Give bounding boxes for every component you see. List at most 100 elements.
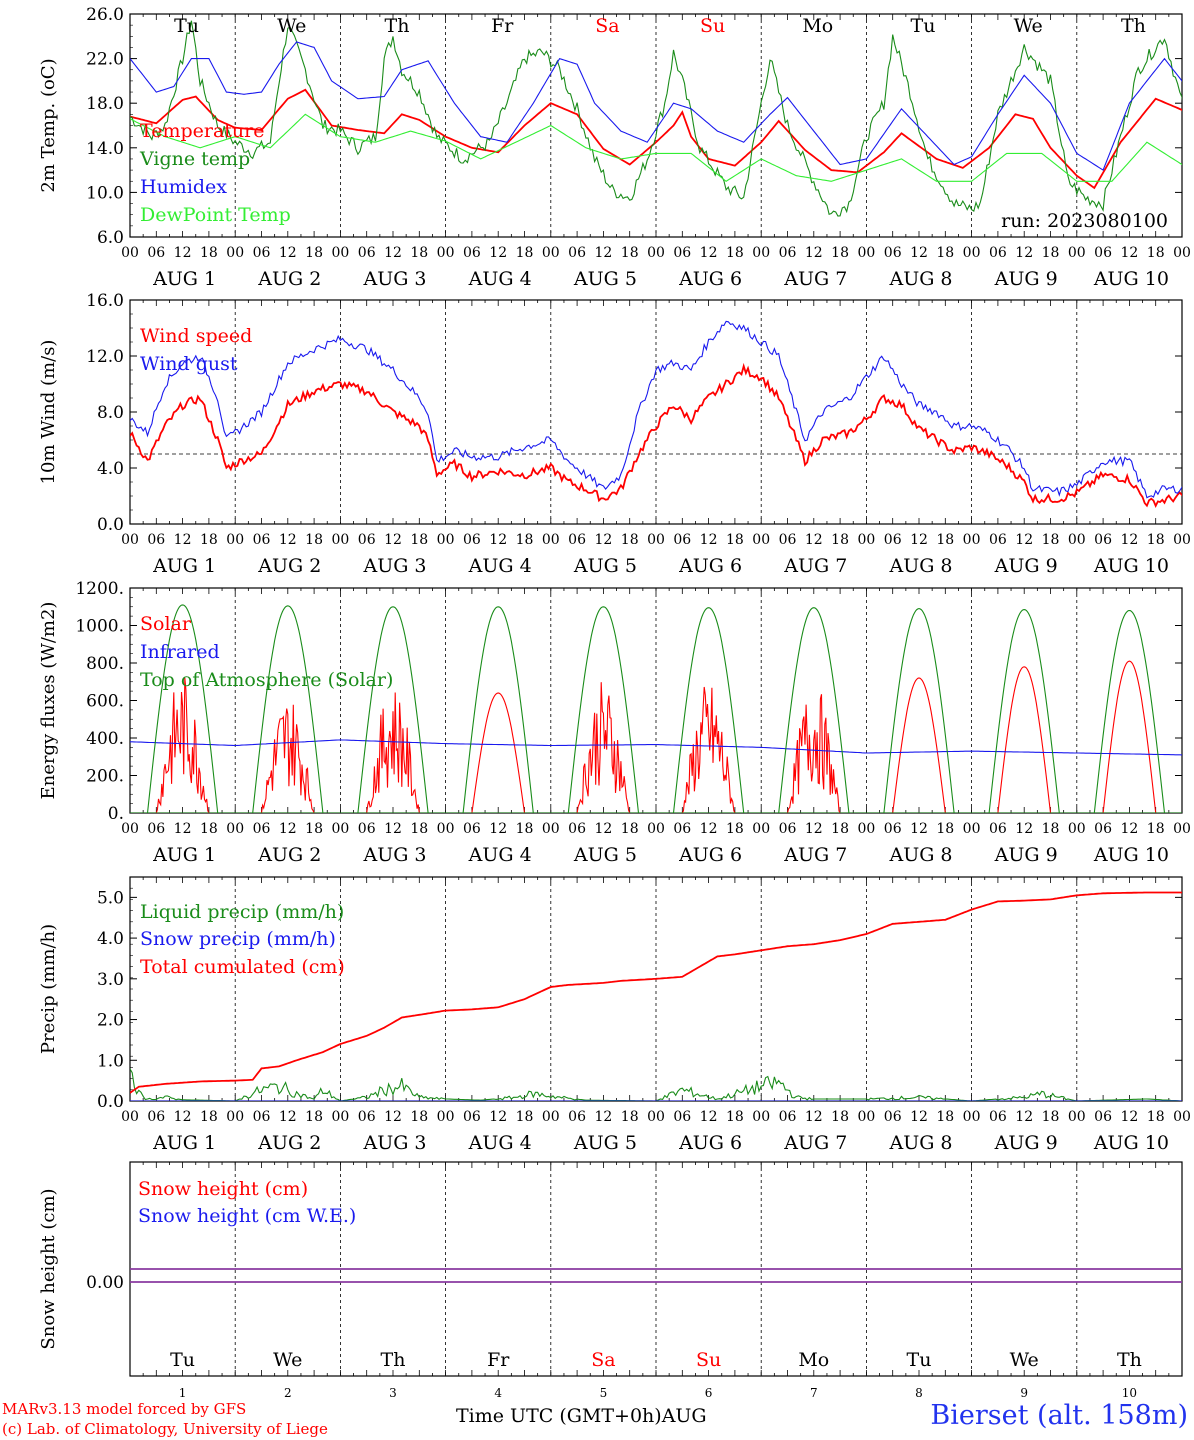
- hour-tick-label: 12: [594, 532, 612, 548]
- hour-tick-label: 12: [489, 821, 507, 837]
- hour-tick-label: 18: [1042, 245, 1060, 261]
- hour-tick-label: 00: [1068, 821, 1086, 837]
- hour-tick-label: 12: [594, 245, 612, 261]
- hour-tick-label: 18: [621, 245, 639, 261]
- y-tick-label: 200.: [86, 767, 124, 787]
- weekday-label: Fr: [491, 15, 514, 37]
- hour-tick-label: 00: [1068, 245, 1086, 261]
- series-line-2: [130, 320, 1182, 499]
- hour-tick-label: 12: [489, 532, 507, 548]
- y-tick-label: 0.0: [97, 1092, 124, 1112]
- hour-tick-label: 00: [647, 1109, 665, 1125]
- station-label: Bierset (alt. 158m): [930, 1400, 1188, 1431]
- hour-tick-label: 06: [989, 245, 1007, 261]
- weekday-label: Tu: [911, 15, 936, 37]
- date-label: AUG 9: [994, 268, 1058, 290]
- hour-tick-label: 06: [673, 532, 691, 548]
- legend-2: Snow height (cm W.E.): [138, 1205, 356, 1227]
- date-label: AUG 4: [468, 268, 532, 290]
- series-line-1: [130, 1068, 1182, 1101]
- hour-tick-label: 18: [831, 1109, 849, 1125]
- hour-tick-label: 18: [200, 1109, 218, 1125]
- hour-tick-label: 06: [989, 821, 1007, 837]
- date-label: AUG 5: [573, 555, 637, 577]
- legend-2: Infrared: [140, 641, 220, 663]
- weekday-label: Tu: [170, 1349, 195, 1371]
- day-number-label: 3: [389, 1386, 397, 1400]
- y-axis-label: 2m Temp. (oC): [38, 58, 59, 192]
- hour-tick-label: 12: [1120, 245, 1138, 261]
- hour-tick-label: 00: [331, 821, 349, 837]
- hour-tick-label: 18: [936, 245, 954, 261]
- date-label: AUG 9: [994, 844, 1058, 866]
- hour-tick-label: 18: [726, 821, 744, 837]
- hour-tick-label: 18: [1147, 532, 1165, 548]
- date-label: AUG 10: [1093, 1132, 1169, 1154]
- legend-1: Temperature: [140, 120, 264, 142]
- series-line-1: [130, 362, 1182, 508]
- hour-tick-label: 18: [516, 1109, 534, 1125]
- model-credit: MARv3.13 model forced by GFS: [2, 1400, 247, 1418]
- hour-tick-label: 06: [147, 532, 165, 548]
- y-tick-label: 4.0: [97, 929, 124, 949]
- date-label: AUG 7: [783, 1132, 847, 1154]
- hour-tick-label: 00: [542, 245, 560, 261]
- series-group: [130, 320, 1182, 508]
- hour-tick-label: 00: [1173, 1109, 1191, 1125]
- y-tick-label: 22.0: [86, 50, 124, 70]
- hour-tick-label: 12: [384, 1109, 402, 1125]
- date-label: AUG 3: [362, 555, 426, 577]
- hour-tick-label: 00: [857, 532, 875, 548]
- y-tick-label: 14.0: [86, 139, 124, 159]
- date-label: AUG 10: [1093, 844, 1169, 866]
- run-label: run: 2023080100: [1001, 210, 1168, 232]
- hour-tick-label: 18: [516, 245, 534, 261]
- day-number-label: 2: [284, 1386, 292, 1400]
- hour-tick-label: 18: [936, 821, 954, 837]
- y-tick-label: 2.0: [97, 1011, 124, 1031]
- weekday-label: Su: [700, 15, 725, 37]
- hour-tick-label: 18: [410, 245, 428, 261]
- hour-tick-label: 18: [410, 532, 428, 548]
- date-label: AUG 3: [362, 844, 426, 866]
- y-tick-label: 26.0: [86, 5, 124, 25]
- hour-tick-label: 12: [174, 245, 192, 261]
- date-label: AUG 9: [994, 555, 1058, 577]
- panel-1: 6.0 10.0 14.0 18.0 22.0 26.0 2m Temp. (oC) 00 06…: [38, 5, 1191, 290]
- hour-tick-label: 06: [253, 821, 271, 837]
- hour-tick-label: 06: [568, 245, 586, 261]
- date-label: AUG 2: [257, 268, 321, 290]
- hour-tick-label: 12: [384, 532, 402, 548]
- y-tick-label: 12.0: [86, 347, 124, 367]
- hour-tick-label: 06: [253, 245, 271, 261]
- series-line-1: [130, 88, 1182, 190]
- y-tick-label: 5.0: [97, 888, 124, 908]
- hour-tick-label: 00: [331, 1109, 349, 1125]
- hour-tick-label: 18: [831, 821, 849, 837]
- y-axis-label: Precip (mm/h): [38, 924, 59, 1054]
- date-label: AUG 4: [468, 1132, 532, 1154]
- weekday-label: Th: [381, 1349, 406, 1371]
- hour-tick-label: 00: [226, 245, 244, 261]
- hour-tick-label: 06: [884, 1109, 902, 1125]
- hour-tick-label: 00: [647, 245, 665, 261]
- hour-tick-label: 00: [437, 532, 455, 548]
- hour-tick-label: 06: [779, 1109, 797, 1125]
- weekday-label: Tu: [907, 1349, 932, 1371]
- date-label: AUG 7: [783, 268, 847, 290]
- date-label: AUG 1: [152, 555, 216, 577]
- hour-tick-label: 06: [779, 532, 797, 548]
- hour-tick-label: 18: [516, 532, 534, 548]
- legend-1: Solar: [140, 613, 192, 635]
- hour-tick-label: 06: [568, 1109, 586, 1125]
- hour-tick-label: 06: [779, 245, 797, 261]
- day-number-label: 5: [600, 1386, 608, 1400]
- hour-tick-label: 00: [437, 245, 455, 261]
- weekday-label: We: [273, 1349, 302, 1371]
- series-line-2: [130, 739, 1182, 756]
- date-label: AUG 5: [573, 268, 637, 290]
- hour-tick-label: 18: [831, 532, 849, 548]
- date-label: AUG 10: [1093, 555, 1169, 577]
- hour-tick-label: 18: [726, 532, 744, 548]
- date-label: AUG 7: [783, 844, 847, 866]
